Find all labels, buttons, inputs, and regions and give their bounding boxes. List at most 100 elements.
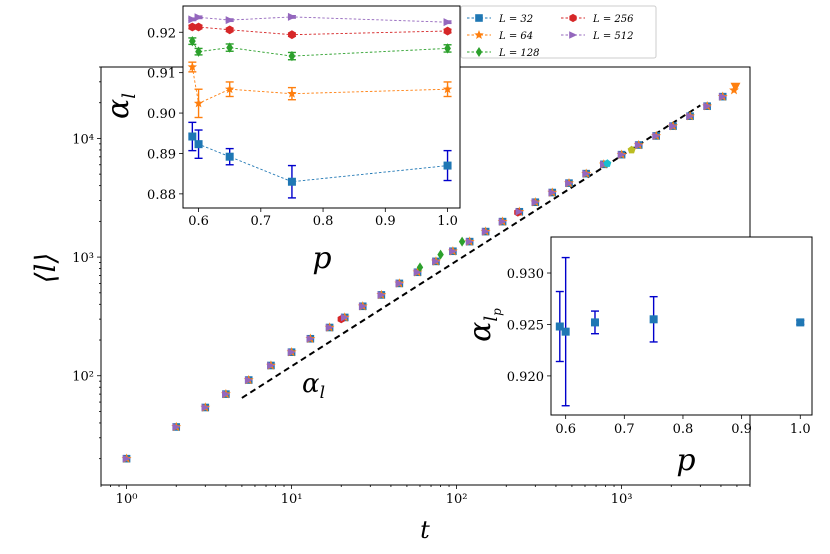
- legend-marker: [569, 31, 578, 39]
- main-point-L512: [617, 150, 626, 159]
- inset-top-x-tick-label: 0.9: [375, 214, 396, 229]
- main-x-tick-label: 10²: [446, 492, 468, 507]
- inset-right-y-tick-label: 0.925: [507, 318, 544, 333]
- main-point-L512: [634, 141, 643, 149]
- inset-top-point-L64: [193, 98, 204, 108]
- legend-label: L = 128: [498, 48, 539, 59]
- inset-top-point-L32: [188, 132, 197, 141]
- main-point-L512: [244, 376, 253, 384]
- inset-top-point-L64: [287, 88, 297, 98]
- inset-right-y-axis-sub: l: [481, 316, 502, 322]
- legend-marker: [475, 47, 483, 57]
- inset-top-point-L256: [225, 25, 234, 35]
- inset-top-y-tick-label: 0.88: [147, 188, 176, 203]
- main-y-axis-label: ⟨l⟩: [29, 253, 62, 284]
- main-point-L512: [686, 112, 695, 120]
- inset-right-x-tick-label: 0.9: [731, 422, 752, 437]
- inset-top-x-tick-label: 1.0: [437, 214, 458, 229]
- main-y-tick-label: 10²: [72, 370, 94, 385]
- inset-top-y-tick-label: 0.92: [147, 26, 176, 41]
- inset-right-y-axis-subsub: p: [490, 308, 504, 316]
- legend-frame: [460, 5, 657, 59]
- main-point-L512: [432, 257, 441, 266]
- main-point-L512: [548, 188, 557, 197]
- inset-right-x-tick-label: 0.6: [555, 422, 576, 437]
- legend-label: L = 32: [498, 14, 533, 25]
- main-point-L512: [449, 247, 458, 256]
- inset-top-point-L128: [188, 35, 196, 47]
- inset-top-point-L32: [443, 161, 452, 170]
- inset-top-point-L128: [288, 50, 296, 62]
- inset-right-x-axis-label: p: [676, 443, 695, 478]
- main-point-L512: [582, 169, 591, 178]
- inset-top-point-L256: [188, 22, 197, 32]
- inset-top-point-L32: [194, 140, 203, 149]
- inset-right-point: [649, 315, 658, 324]
- main-end-marker: [730, 82, 741, 93]
- inset-right-point: [796, 318, 805, 327]
- inset-top-point-L256: [194, 22, 203, 32]
- main-point-L512: [287, 348, 296, 356]
- inset-top-point-L64: [224, 84, 235, 94]
- inset-top-point-L512: [287, 12, 297, 21]
- main-point-L512: [325, 323, 334, 332]
- inset-right-frame: [550, 236, 813, 416]
- main-point-L512: [481, 227, 490, 236]
- inset-top-point-L512: [194, 13, 203, 22]
- main-point-L512: [306, 334, 315, 343]
- inset-top-y-tick-label: 0.89: [147, 147, 176, 162]
- main-point-L512: [172, 423, 181, 431]
- inset-top-y-tick-label: 0.90: [147, 107, 176, 122]
- main-point-L512: [498, 217, 507, 226]
- inset-right-y-tick-label: 0.920: [507, 370, 544, 385]
- inset-top-x-tick-label: 0.8: [313, 214, 334, 229]
- legend-marker: [475, 14, 483, 22]
- inset-top-point-L128: [444, 43, 451, 54]
- main-point-L512: [703, 102, 712, 110]
- main-x-tick-label: 10¹: [281, 492, 303, 507]
- main-y-tick-label: 10³: [72, 251, 94, 266]
- main-point-L512: [222, 390, 231, 398]
- inset-right-point: [555, 322, 564, 331]
- inset-top-point-L32: [287, 177, 296, 186]
- main-point-L512: [565, 179, 574, 187]
- main-point-L512: [340, 313, 349, 322]
- main-point-L512: [122, 454, 131, 463]
- inset-top-point-L512: [188, 15, 197, 24]
- legend-marker: [569, 13, 577, 23]
- legend-label: L = 64: [498, 31, 533, 42]
- inset-top-point-L512: [225, 16, 235, 25]
- inset-top-point-L32: [225, 152, 234, 161]
- main-point-extra2: [603, 159, 612, 167]
- inset-top-x-tick-label: 0.7: [250, 214, 271, 229]
- inset-top-point-L128: [226, 42, 234, 53]
- inset-right-y-axis-label: αlp: [463, 308, 504, 342]
- inset-top-point-L256: [443, 26, 452, 36]
- legend-marker: [474, 30, 484, 39]
- main-point-L512: [358, 302, 367, 311]
- main-annotation: αl: [302, 369, 325, 403]
- main-point-L512: [652, 132, 661, 140]
- main-point-L512: [413, 268, 422, 277]
- main-x-tick-label: 10³: [611, 492, 633, 507]
- main-point-L512: [531, 198, 540, 207]
- main-point-extra: [627, 145, 636, 154]
- inset-top-point-L512: [443, 18, 452, 27]
- legend-label: L = 512: [592, 31, 633, 42]
- main-x-axis-label: t: [420, 516, 430, 544]
- main-point-L512: [669, 122, 678, 130]
- inset-right-x-tick-label: 0.8: [673, 422, 694, 437]
- main-point-L128: [458, 236, 466, 247]
- inset-top-point-L128: [195, 46, 202, 57]
- inset-top-frame: [182, 5, 461, 209]
- main-point-L128: [416, 262, 424, 273]
- main-point-L512: [201, 403, 210, 412]
- inset-right-point: [590, 318, 599, 327]
- inset-top-y-axis-label: αl: [101, 93, 140, 119]
- inset-top-x-tick-label: 0.6: [188, 214, 209, 229]
- legend-label: L = 256: [592, 14, 634, 25]
- inset-right-x-tick-label: 1.0: [790, 422, 811, 437]
- main-point-L512: [395, 279, 404, 288]
- inset-top-y-tick-label: 0.91: [147, 67, 176, 82]
